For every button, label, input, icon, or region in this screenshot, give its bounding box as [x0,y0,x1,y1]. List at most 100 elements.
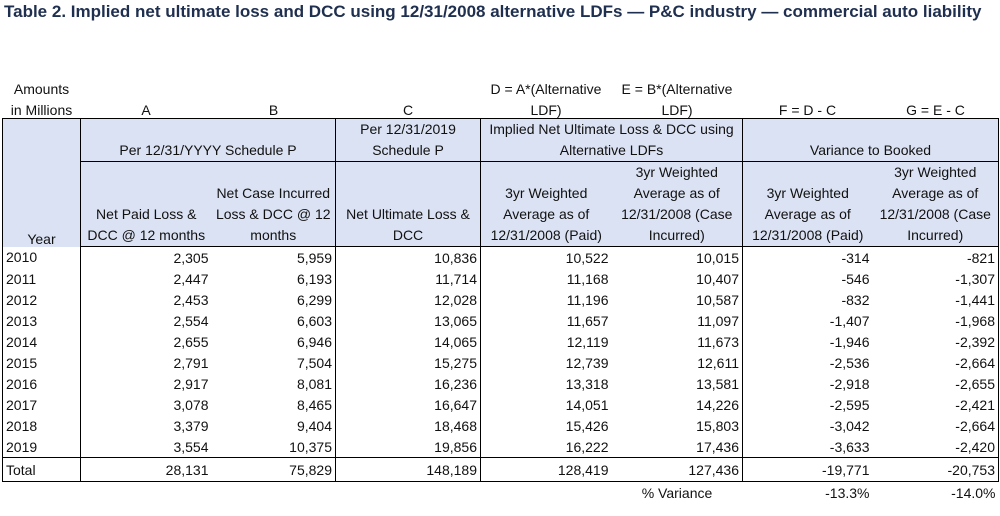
cell-c: 16,647 [335,394,481,415]
col-b-header: Net Case Incurred Loss & DCC @ 12 months [211,161,336,247]
variance-label: % Variance [641,484,713,501]
cell-a: 2,447 [173,270,209,287]
cell-c: 19,856 [335,436,481,458]
cell-g: -1,441 [872,289,999,310]
cell-e: 17,436 [611,436,743,458]
col-g-formula: G = E - C [906,102,965,118]
implied-ultimate-group-header: Implied Net Ultimate Loss & DCC using Al… [480,118,743,162]
cell-e: 10,015 [611,246,743,268]
cell-a: 3,554 [173,438,209,455]
cell-b: 9,404 [211,415,336,436]
col-a-header: Net Paid Loss & DCC @ 12 months [80,161,212,247]
cell-a: 2,554 [173,312,209,329]
table-row: 2019 3,554 10,375 19,856 16,222 17,436 -3,633-… [2,436,999,458]
cell-d: 14,051 [565,396,609,413]
cell-a: 3,078 [173,396,209,413]
col-e-header: 3yr Weighted Average as of 12/31/2008 (C… [611,161,743,247]
cell-g: -2,664 [872,415,999,436]
col-e-formula: E = B*(Alternative [621,81,733,97]
total-e: 127,436 [611,457,743,482]
cell-a: 2,305 [173,249,209,266]
cell-g: -2,392 [872,331,999,352]
year-cell: 2016 [2,373,81,394]
cell-d: 11,657 [566,312,609,329]
cell-a: 2,655 [173,333,209,350]
total-row: Total 28,131 75,829 148,189 128,419 127,436 -1… [2,457,999,482]
cell-f: -546 [841,270,870,287]
total-f: -19,771 [742,457,873,482]
col-c-header: Net Ultimate Loss & DCC [335,161,481,247]
cell-d: 12,119 [566,333,609,350]
cell-d: 11,196 [566,291,609,308]
cell-c: 18,468 [335,415,481,436]
cell-a: 3,379 [173,417,209,434]
amounts-label: Amounts [13,81,70,97]
col-c-letter: C [402,102,414,118]
cell-f: -2,536 [829,354,870,371]
cell-d: 11,168 [566,270,609,287]
cell-e: 11,673 [611,331,743,352]
cell-b: 6,946 [211,331,336,352]
cell-c: 10,836 [335,246,481,268]
cell-f: -2,595 [829,396,870,413]
cell-d: 12,739 [565,354,609,371]
table-row: 2010 2,305 5,959 10,836 10,522 10,015 -314 -821 [2,246,999,268]
col-f-formula: F = D - C [778,102,837,118]
cell-b: 8,465 [211,394,336,415]
cell-f: -314 [841,249,870,266]
col-f-header: 3yr Weighted Average as of 12/31/2008 (P… [742,161,873,247]
cell-b: 7,504 [211,352,336,373]
year-header: Year [2,118,81,247]
cell-g: -2,421 [872,394,999,415]
cell-b: 6,299 [211,289,336,310]
total-a: 28,131 [80,457,212,482]
cell-g: -2,655 [872,373,999,394]
variance-row: % Variance -13.3% -14.0% [3,482,999,504]
cell-e: 10,587 [611,289,743,310]
total-label: Total [2,457,81,482]
cell-c: 16,236 [335,373,481,394]
cell-a: 2,917 [173,375,209,392]
total-g: -20,753 [872,457,999,482]
cell-e: 10,407 [611,268,743,289]
cell-d: 13,318 [565,375,609,392]
cell-g: -2,664 [872,352,999,373]
cell-g: -1,307 [872,268,999,289]
year-cell: 2010 [2,246,81,268]
cell-e: 12,611 [611,352,743,373]
cell-e: 14,226 [611,394,743,415]
variance-f: -13.3% [825,484,870,501]
cell-c: 15,275 [335,352,481,373]
cell-c: 14,065 [335,331,481,352]
year-cell: 2013 [2,310,81,331]
cell-b: 6,193 [211,268,336,289]
year-cell: 2017 [2,394,81,415]
cell-g: -2,420 [872,436,999,458]
col-e-formula-cont: LDF) [661,102,693,118]
total-b: 75,829 [211,457,336,482]
cell-e: 13,581 [611,373,743,394]
cell-e: 15,803 [611,415,743,436]
year-cell: 2011 [2,268,81,289]
table-row: 2017 3,078 8,465 16,647 14,051 14,226 -2,595 -2… [2,394,999,415]
cell-f: -1,946 [829,333,870,350]
table-row: 2018 3,379 9,404 18,468 15,426 15,803 -3,042 -2… [2,415,999,436]
cell-f: -3,042 [829,417,870,434]
cell-e: 11,097 [611,310,743,331]
cell-f: -1,407 [829,312,870,329]
cell-b: 8,081 [211,373,336,394]
cell-a: 2,453 [173,291,209,308]
cell-d: 10,522 [565,249,609,266]
cell-c: 13,065 [335,310,481,331]
cell-d: 16,222 [565,438,609,455]
col-d-formula: D = A*(Alternative [490,81,602,97]
table-title: Table 2. Implied net ultimate loss and D… [4,2,982,21]
year-cell: 2019 [2,436,81,458]
table-row: 2012 2,453 6,299 12,028 11,196 10,587 -832 -1,4… [2,289,999,310]
variance-group-header: Variance to Booked [742,118,999,162]
cell-c: 11,714 [335,268,481,289]
table-row: 2015 2,791 7,504 15,275 12,739 12,611 -2,536 -2… [2,352,999,373]
year-cell: 2015 [2,352,81,373]
variance-g: -14.0% [951,484,996,501]
cell-b: 5,959 [211,246,336,268]
